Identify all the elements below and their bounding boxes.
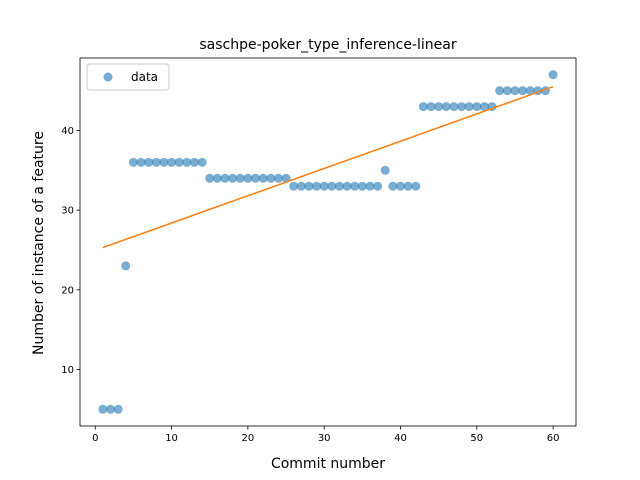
axes: 0 10 20 30 40 50 60 10 20 30 40 (61, 57, 577, 444)
data-point (434, 102, 444, 112)
legend-label-data: data (131, 70, 158, 84)
trend-line (102, 85, 554, 249)
data-point (144, 157, 154, 167)
data-point (235, 173, 245, 183)
data-point (403, 181, 413, 191)
y-axis-label: Number of instance of a feature (31, 131, 47, 355)
data-point (273, 173, 283, 183)
data-point (479, 102, 489, 112)
data-point (304, 181, 314, 191)
data-point (457, 102, 467, 112)
data-point (251, 173, 261, 183)
data-point (319, 181, 329, 191)
data-point (411, 181, 421, 191)
data-point (449, 102, 459, 112)
data-point (312, 181, 322, 191)
y-tick-label: 40 (61, 126, 74, 137)
data-point (212, 173, 222, 183)
x-tick-label: 50 (470, 433, 483, 444)
axes-frame (79, 57, 577, 427)
data-point (151, 157, 161, 167)
data-point (525, 86, 535, 96)
data-point (426, 102, 436, 112)
data-point (327, 181, 337, 191)
data-point (418, 102, 428, 112)
x-tick-label: 10 (165, 433, 178, 444)
data-point (228, 173, 238, 183)
data-point (350, 181, 360, 191)
data-point (464, 102, 474, 112)
x-tick-label: 60 (547, 433, 560, 444)
x-tick-label: 40 (394, 433, 407, 444)
x-tick-label: 0 (92, 433, 98, 444)
data-point (159, 157, 169, 167)
data-point (357, 181, 367, 191)
data-point (128, 157, 138, 167)
data-point (373, 181, 383, 191)
data-point (365, 181, 375, 191)
data-point (502, 86, 512, 96)
data-point (441, 102, 451, 112)
data-point (167, 157, 177, 167)
plot-area (98, 70, 558, 414)
data-point (98, 404, 108, 414)
data-point (380, 165, 390, 175)
data-point (472, 102, 482, 112)
data-point (388, 181, 398, 191)
data-point (510, 86, 520, 96)
data-point (495, 86, 505, 96)
data-point (342, 181, 352, 191)
x-axis-label: Commit number (271, 456, 385, 472)
data-point (205, 173, 215, 183)
data-point (518, 86, 528, 96)
x-tick-label: 30 (318, 433, 331, 444)
data-point (174, 157, 184, 167)
data-point (243, 173, 253, 183)
legend: data (86, 63, 170, 91)
data-point (395, 181, 405, 191)
data-point (220, 173, 230, 183)
data-point (258, 173, 268, 183)
legend-marker-icon (103, 72, 113, 82)
data-point (106, 404, 116, 414)
data-point (182, 157, 192, 167)
data-point (548, 70, 558, 80)
data-point (113, 404, 123, 414)
data-point (334, 181, 344, 191)
x-tick-label: 20 (242, 433, 255, 444)
data-point (289, 181, 299, 191)
data-point (136, 157, 146, 167)
data-point (121, 261, 131, 271)
data-point (197, 157, 207, 167)
y-tick-label: 20 (61, 285, 74, 296)
data-point (189, 157, 199, 167)
legend-box (86, 63, 170, 91)
y-tick-label: 30 (61, 206, 74, 217)
chart-title: saschpe-poker_type_inference-linear (199, 37, 456, 53)
data-point (266, 173, 276, 183)
y-tick-label: 10 (61, 365, 74, 376)
data-point (296, 181, 306, 191)
